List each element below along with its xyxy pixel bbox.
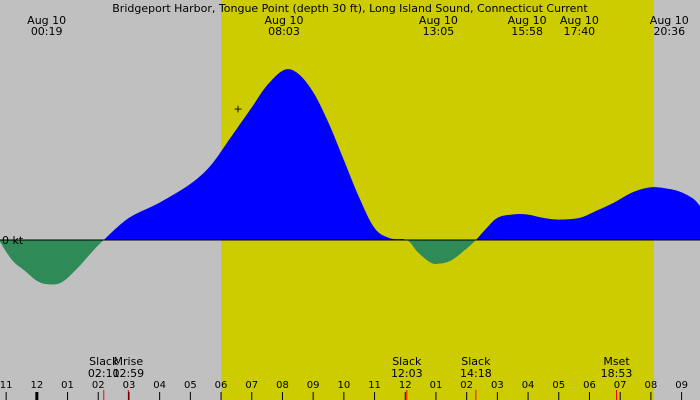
- ebb-current-area: [0, 240, 700, 285]
- hour-tick-label: 08: [276, 380, 289, 391]
- hour-tick-label: 02: [460, 380, 473, 391]
- hour-tick-label: 09: [307, 380, 320, 391]
- hour-tick-label: 01: [61, 380, 74, 391]
- hour-tick-label: 12: [30, 380, 43, 391]
- hour-tick-label: 10: [337, 380, 350, 391]
- hour-tick-label: 06: [583, 380, 596, 391]
- zero-knot-label: 0 kt: [2, 234, 24, 247]
- top-event-date: Aug 10: [419, 14, 458, 27]
- flood-current-area: [0, 69, 700, 240]
- top-event-date: Aug 10: [650, 14, 689, 27]
- top-event-time: 15:58: [511, 25, 543, 38]
- top-event-time: 17:40: [563, 25, 595, 38]
- hour-tick-label: 05: [552, 380, 565, 391]
- current-time-marker: +: [233, 102, 242, 115]
- hour-tick-label: 07: [614, 380, 627, 391]
- bottom-event-time: 02:59: [112, 367, 144, 380]
- hour-tick-label: 04: [153, 380, 166, 391]
- hour-tick-label: 01: [430, 380, 443, 391]
- hour-tick-label: 11: [0, 380, 13, 391]
- bottom-event-time: 14:18: [460, 367, 492, 380]
- hour-tick-label: 03: [123, 380, 136, 391]
- bottom-event-label: Slack: [461, 355, 491, 368]
- top-event-date: Aug 10: [508, 14, 547, 27]
- bottom-event-time: 12:03: [391, 367, 423, 380]
- hour-tick-label: 11: [368, 380, 381, 391]
- hour-tick-label: 04: [522, 380, 535, 391]
- hour-tick-label: 02: [92, 380, 105, 391]
- bottom-event-label: Slack: [89, 355, 119, 368]
- bottom-event-label: Slack: [392, 355, 422, 368]
- top-event-time: 20:36: [653, 25, 685, 38]
- hour-axis: 11 12 01 02 03 04 05 06 07 08 09 10 11 12 01 02 03 04 05 06…: [0, 380, 688, 400]
- bottom-event-time: 02:11: [88, 367, 120, 380]
- bottom-event-label: Mset: [603, 355, 630, 368]
- hour-tick-label: 06: [215, 380, 228, 391]
- hour-tick-label: 08: [645, 380, 658, 391]
- top-event-date: Aug 10: [560, 14, 599, 27]
- bottom-event-time: 18:53: [601, 367, 633, 380]
- hour-tick-label: 07: [245, 380, 258, 391]
- bottom-event-labels: Slack02:11Mrise02:59Slack12:03Slack14:18…: [88, 355, 632, 400]
- bottom-event-label: Mrise: [114, 355, 144, 368]
- top-event-date: Aug 10: [264, 14, 303, 27]
- chart-title: Bridgeport Harbor, Tongue Point (depth 3…: [112, 2, 588, 15]
- hour-tick-label: 09: [675, 380, 688, 391]
- top-event-time: 00:19: [31, 25, 63, 38]
- hour-tick-label: 12: [399, 380, 412, 391]
- hour-tick-label: 03: [491, 380, 504, 391]
- top-event-time: 13:05: [423, 25, 455, 38]
- top-event-time: 08:03: [268, 25, 300, 38]
- hour-tick-label: 05: [184, 380, 197, 391]
- top-event-date: Aug 10: [27, 14, 66, 27]
